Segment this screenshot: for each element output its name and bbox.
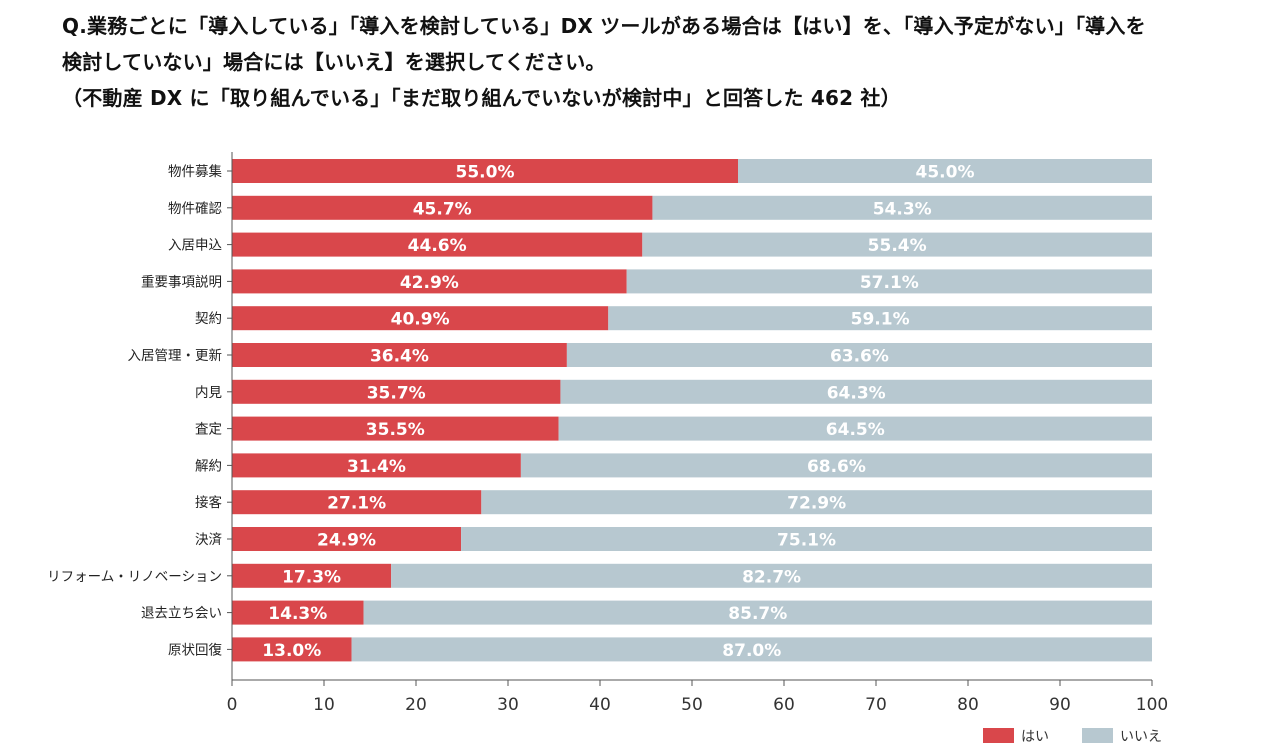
bar-no	[626, 269, 1152, 294]
legend-swatch-yes	[983, 728, 1014, 743]
data-label-yes: 40.9%	[391, 310, 450, 330]
question-line-2: 検討していない」場合には【いいえ】を選択してください。	[62, 50, 606, 74]
x-tick-label: 40	[589, 695, 611, 715]
category-label: 査定	[195, 422, 222, 438]
bar-no	[560, 379, 1152, 404]
bar-no	[520, 453, 1152, 478]
category-label: 原状回復	[168, 641, 222, 658]
data-label-yes: 35.7%	[367, 383, 426, 403]
bar-no	[481, 490, 1152, 515]
category-label: 入居管理・更新	[128, 348, 223, 364]
data-label-no: 57.1%	[860, 273, 919, 293]
bar-yes	[232, 416, 559, 441]
x-tick-label: 60	[773, 695, 795, 715]
bar-yes	[232, 159, 738, 183]
category-label: リフォーム・リノベーション	[47, 569, 222, 585]
legend-label-yes: はい	[1021, 729, 1049, 745]
x-tick-label: 30	[497, 695, 519, 715]
data-label-yes: 42.9%	[400, 273, 459, 293]
bar-no	[461, 527, 1153, 551]
category-label: 接客	[195, 494, 222, 511]
data-label-yes: 45.7%	[413, 199, 472, 219]
data-label-no: 64.3%	[827, 383, 886, 403]
x-tick-label: 20	[405, 695, 427, 715]
x-tick-label: 80	[957, 695, 979, 715]
data-label-no: 75.1%	[777, 531, 836, 551]
data-label-yes: 31.4%	[347, 457, 406, 477]
x-tick-label: 50	[681, 695, 703, 715]
category-label: 物件確認	[168, 201, 222, 217]
data-label-yes: 44.6%	[408, 236, 467, 256]
x-tick-label: 100	[1136, 695, 1168, 715]
x-tick-label: 10	[313, 695, 335, 715]
bar-yes	[232, 600, 364, 625]
data-label-no: 54.3%	[873, 199, 932, 219]
category-label: 重要事項説明	[141, 274, 222, 290]
data-label-no: 87.0%	[722, 641, 781, 661]
legend-swatch-no	[1082, 728, 1113, 743]
bar-yes	[232, 490, 482, 515]
bar-yes	[232, 527, 462, 551]
category-label: 物件募集	[168, 164, 222, 180]
data-label-no: 59.1%	[851, 310, 910, 330]
bar-yes	[232, 195, 653, 220]
category-label: 契約	[195, 311, 222, 327]
data-label-no: 82.7%	[742, 567, 801, 587]
bar-no	[566, 343, 1152, 367]
legend-label-no: いいえ	[1120, 729, 1162, 745]
chart-header: Q.業務ごとに「導入している」「導入を検討している」DX ツールがある場合は【は…	[62, 8, 1242, 116]
data-label-yes: 24.9%	[317, 531, 376, 551]
category-label: 決済	[195, 532, 222, 548]
bar-no	[642, 232, 1152, 257]
bar-no	[558, 416, 1152, 441]
question-subtitle: （不動産 DX に「取り組んでいる」「まだ取り組んでいないが検討中」と回答した …	[62, 86, 901, 110]
bar-yes	[232, 379, 561, 404]
data-label-no: 64.5%	[826, 420, 885, 440]
bar-no	[351, 637, 1153, 662]
bar-no	[391, 563, 1152, 588]
bar-no	[363, 600, 1152, 625]
data-label-yes: 35.5%	[366, 420, 425, 440]
data-label-no: 68.6%	[807, 457, 866, 477]
question-line-1: Q.業務ごとに「導入している」「導入を検討している」DX ツールがある場合は【は…	[62, 14, 1146, 38]
bar-no	[652, 195, 1152, 220]
x-tick-label: 90	[1049, 695, 1071, 715]
category-label: 解約	[195, 458, 222, 474]
data-label-no: 63.6%	[830, 347, 889, 367]
x-tick-label: 0	[227, 695, 238, 715]
bar-yes	[232, 232, 643, 257]
data-label-no: 72.9%	[787, 494, 846, 514]
data-label-yes: 36.4%	[370, 347, 429, 367]
bar-no	[738, 159, 1152, 183]
data-label-yes: 55.0%	[456, 163, 515, 183]
bar-yes	[232, 563, 392, 588]
data-label-yes: 17.3%	[282, 567, 341, 587]
bar-yes	[232, 637, 352, 662]
bar-yes	[232, 306, 609, 331]
bar-yes	[232, 269, 627, 294]
bar-yes	[232, 343, 567, 367]
x-tick-label: 70	[865, 695, 887, 715]
category-label: 内見	[195, 385, 222, 401]
data-label-yes: 14.3%	[268, 604, 327, 624]
data-label-no: 45.0%	[916, 163, 975, 183]
data-label-yes: 13.0%	[262, 641, 321, 661]
data-label-yes: 27.1%	[327, 494, 386, 514]
category-label: 退去立ち会い	[141, 606, 222, 622]
category-label: 入居申込	[168, 238, 222, 254]
data-label-no: 55.4%	[868, 236, 927, 256]
data-label-no: 85.7%	[728, 604, 787, 624]
bar-no	[608, 306, 1152, 331]
bar-yes	[232, 453, 521, 478]
